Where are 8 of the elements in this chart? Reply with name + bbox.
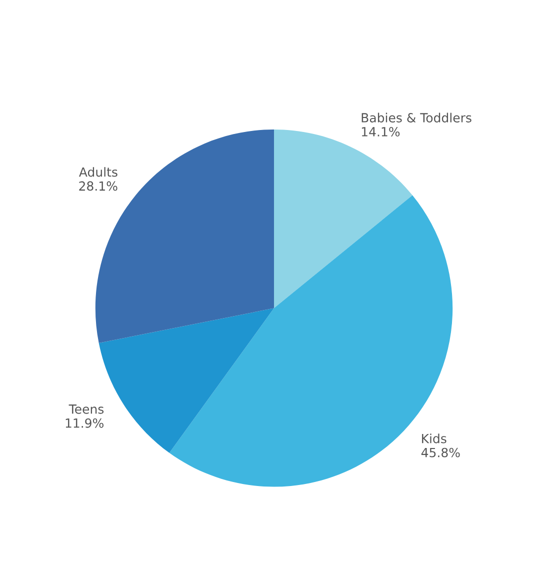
data-label: 28.1% bbox=[79, 181, 118, 191]
slice-label: Babies & Toddlers bbox=[362, 112, 472, 122]
data-label: 45.8% bbox=[421, 448, 460, 458]
slice-label: Teens bbox=[68, 404, 104, 414]
slice-label: Adults bbox=[78, 167, 118, 177]
slice-label: Kids bbox=[422, 434, 446, 444]
data-label: 11.9% bbox=[66, 418, 104, 428]
data-label: 14.1% bbox=[362, 127, 400, 136]
